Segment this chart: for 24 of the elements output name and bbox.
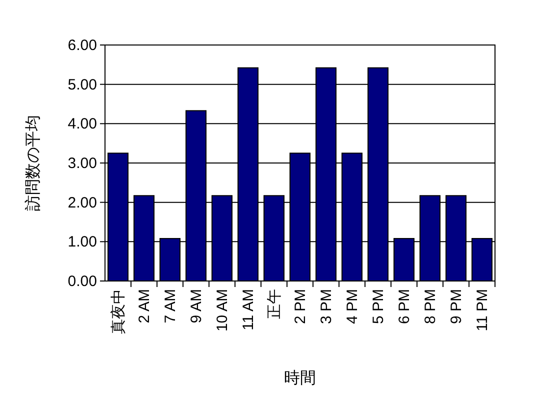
x-tick-label: 4 PM — [344, 289, 361, 324]
x-tick-label: 11 AM — [240, 289, 257, 330]
x-tick-label: 正午 — [266, 289, 283, 319]
y-tick-label: 3.00 — [68, 155, 97, 172]
x-tick-label: 9 AM — [188, 289, 205, 324]
x-tick-label: 5 PM — [370, 289, 387, 324]
y-axis-title: 訪問数の平均 — [24, 115, 42, 211]
x-tick-label: 10 AM — [214, 289, 231, 332]
x-axis-title: 時間 — [284, 369, 316, 387]
x-tick-label: 真夜中 — [110, 289, 127, 334]
x-tick-label: 2 PM — [292, 289, 309, 324]
x-tick-label: 7 AM — [162, 289, 179, 324]
x-tick-label: 6 PM — [396, 289, 413, 324]
y-tick-label: 6.00 — [68, 37, 97, 54]
x-tick-label: 3 PM — [318, 289, 335, 324]
x-tick-label: 11 PM — [474, 289, 491, 332]
x-tick-label: 2 AM — [136, 289, 153, 324]
y-tick-label: 2.00 — [68, 194, 97, 212]
y-tick-label: 0.00 — [68, 273, 97, 290]
x-tick-label: 8 PM — [422, 289, 439, 324]
x-tick-label: 9 PM — [448, 289, 465, 324]
y-tick-label: 1.00 — [68, 234, 97, 251]
y-tick-label: 4.00 — [68, 116, 97, 133]
y-tick-label: 5.00 — [68, 76, 97, 94]
